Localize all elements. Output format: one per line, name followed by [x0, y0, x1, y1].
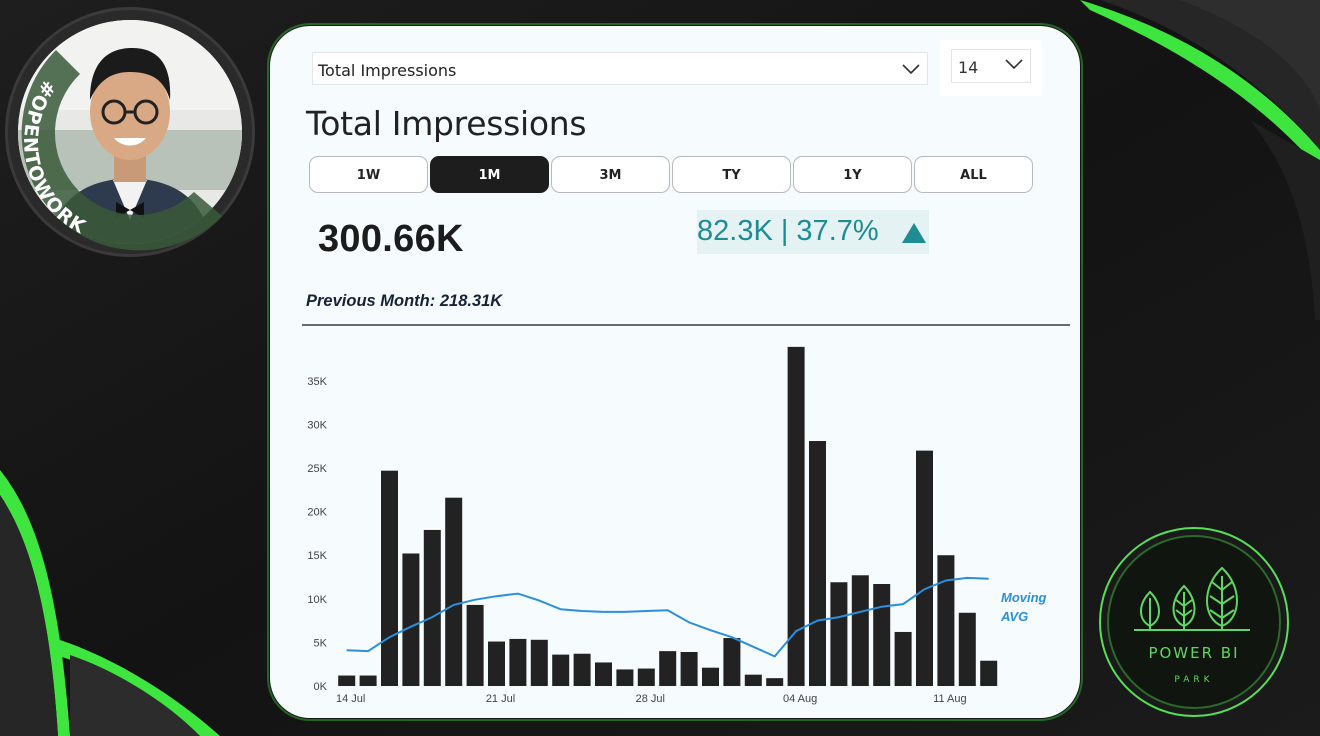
bar[interactable]: [723, 638, 741, 686]
bar[interactable]: [595, 662, 612, 686]
divider: [302, 324, 1070, 326]
page-title: Total Impressions: [306, 104, 587, 143]
bar[interactable]: [616, 669, 634, 686]
tab-1m[interactable]: 1M: [430, 156, 549, 193]
x-tick-label: 11 Aug: [933, 693, 966, 705]
brand-line1: POWER BI: [1148, 644, 1239, 662]
bar[interactable]: [958, 612, 976, 686]
bar[interactable]: [851, 575, 869, 686]
number-dropdown-container: 14: [940, 40, 1042, 96]
bar[interactable]: [381, 470, 398, 686]
bar[interactable]: [509, 638, 527, 686]
moving-avg-label-line2: AVG: [1000, 609, 1028, 624]
y-tick-label: 30K: [307, 419, 327, 431]
brand-line2: PARK: [1174, 675, 1213, 685]
previous-month-label: Previous Month: 218.31K: [306, 292, 503, 310]
metric-dropdown[interactable]: Total Impressions: [312, 52, 928, 85]
bar[interactable]: [680, 652, 698, 686]
y-tick-label: 25K: [307, 463, 327, 475]
bar[interactable]: [830, 582, 848, 686]
bar[interactable]: [573, 653, 591, 686]
up-triangle-icon: [902, 223, 926, 243]
metric-dropdown-value: Total Impressions: [318, 61, 457, 80]
y-tick-label: 10K: [307, 594, 327, 606]
bar[interactable]: [423, 529, 441, 686]
y-tick-label: 0K: [314, 681, 328, 693]
y-tick-label: 5K: [314, 637, 328, 649]
y-tick-label: 35K: [307, 376, 327, 388]
moving-average-window-dropdown[interactable]: 14: [951, 49, 1031, 83]
x-tick-label: 28 Jul: [636, 693, 665, 705]
bar[interactable]: [873, 584, 891, 686]
bar[interactable]: [445, 497, 463, 686]
y-tick-label: 20K: [307, 507, 327, 519]
profile-avatar: #OPENTOWORK: [8, 10, 252, 254]
power-bi-park-logo: POWER BI PARK: [1099, 527, 1289, 717]
bar[interactable]: [980, 660, 998, 686]
chevron-down-icon: [1005, 59, 1023, 70]
change-text: 82.3K | 37.7%: [697, 215, 879, 247]
tab-1y[interactable]: 1Y: [793, 156, 912, 193]
bar[interactable]: [894, 631, 912, 686]
kpi-card: Total Impressions 14 Total Impressions 1…: [270, 26, 1080, 718]
chevron-down-icon: [902, 64, 920, 75]
total-value: 300.66K: [318, 218, 464, 260]
bar[interactable]: [552, 654, 570, 686]
bar[interactable]: [916, 450, 933, 686]
bar[interactable]: [466, 604, 484, 686]
bar[interactable]: [787, 346, 805, 686]
change-badge: 82.3K | 37.7%: [697, 210, 929, 254]
moving-avg-label: Moving: [1001, 590, 1047, 605]
bar[interactable]: [766, 678, 784, 686]
y-tick-label: 15K: [307, 550, 327, 562]
bar[interactable]: [488, 641, 505, 686]
x-tick-label: 14 Jul: [336, 693, 365, 705]
opentowork-ring: #OPENTOWORK: [19, 50, 223, 251]
bar[interactable]: [937, 555, 955, 686]
bar[interactable]: [530, 639, 548, 686]
bar[interactable]: [659, 651, 677, 686]
x-tick-label: 04 Aug: [783, 693, 817, 705]
x-tick-label: 21 Jul: [486, 693, 515, 705]
number-dropdown-value: 14: [958, 58, 979, 77]
trees-icon: [1134, 566, 1250, 631]
tab-3m[interactable]: 3M: [551, 156, 670, 193]
bar[interactable]: [702, 667, 719, 686]
impressions-chart: 0K 5K 10K 15K 20K 25K 30K 35K 14 Jul 21 Jul 28 Ju…: [307, 346, 1047, 705]
period-tabs: 1W 1M 3M TY 1Y ALL: [309, 156, 1036, 193]
moving-avg-line: [346, 576, 989, 658]
bar[interactable]: [402, 553, 420, 686]
bar[interactable]: [338, 675, 356, 686]
bar[interactable]: [744, 674, 762, 686]
bar[interactable]: [637, 668, 655, 686]
tab-all[interactable]: ALL: [914, 156, 1033, 193]
tab-1w[interactable]: 1W: [309, 156, 428, 193]
tab-ty[interactable]: TY: [672, 156, 791, 193]
bar[interactable]: [359, 675, 377, 686]
bar[interactable]: [809, 441, 826, 686]
